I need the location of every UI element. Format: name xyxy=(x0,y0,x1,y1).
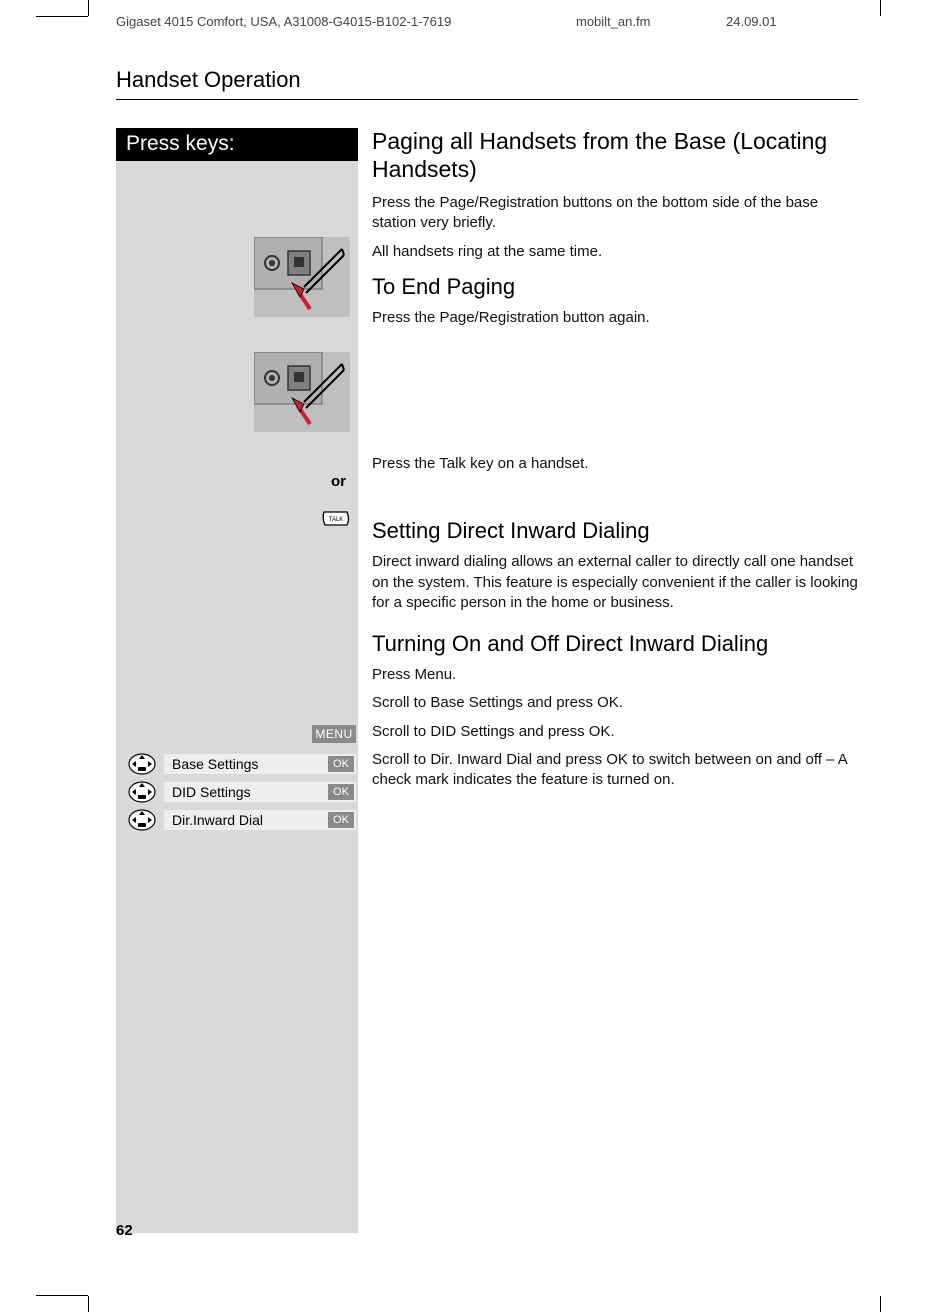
svg-text:TALK: TALK xyxy=(329,517,344,523)
section-title: Handset Operation xyxy=(116,67,858,100)
paragraph: Press the Page/Registration buttons on t… xyxy=(372,193,858,234)
page-number: 62 xyxy=(116,1222,133,1239)
heading-did: Setting Direct Inward Dialing xyxy=(372,518,858,544)
body-text-column: Paging all Handsets from the Base (Locat… xyxy=(358,128,858,1233)
date: 24.09.01 xyxy=(726,14,846,29)
left-gray-column: or TALK MENU xyxy=(116,161,358,1233)
nav-row-base-settings: Base Settings OK xyxy=(128,753,356,775)
paragraph: Press the Talk key on a handset. xyxy=(372,454,858,474)
ok-softkey: OK xyxy=(328,756,354,772)
paragraph: Scroll to Dir. Inward Dial and press OK … xyxy=(372,750,858,791)
menu-softkey: MENU xyxy=(312,725,356,743)
nav-label: Base Settings xyxy=(172,756,324,772)
ok-softkey: OK xyxy=(328,812,354,828)
nav-row-dir-inward-dial: Dir.Inward Dial OK xyxy=(128,809,356,831)
or-label: or xyxy=(116,473,346,490)
paragraph: Scroll to DID Settings and press OK. xyxy=(372,722,858,742)
heading-did-onoff: Turning On and Off Direct Inward Dialing xyxy=(372,631,858,657)
heading-paging: Paging all Handsets from the Base (Locat… xyxy=(372,128,858,183)
paragraph: Direct inward dialing allows an external… xyxy=(372,552,858,613)
doc-id: Gigaset 4015 Comfort, USA, A31008-G4015-… xyxy=(116,14,576,29)
ok-softkey: OK xyxy=(328,784,354,800)
dpad-icon xyxy=(128,753,156,775)
paragraph: Scroll to Base Settings and press OK. xyxy=(372,693,858,713)
base-station-illustration-icon xyxy=(254,352,350,432)
talk-key-icon: TALK xyxy=(322,510,350,527)
paragraph: Press the Page/Registration button again… xyxy=(372,308,858,328)
nav-row-did-settings: DID Settings OK xyxy=(128,781,356,803)
dpad-icon xyxy=(128,809,156,831)
press-keys-label: Press keys: xyxy=(116,128,358,161)
page-header: Gigaset 4015 Comfort, USA, A31008-G4015-… xyxy=(116,0,858,29)
paragraph: All handsets ring at the same time. xyxy=(372,242,858,262)
heading-end-paging: To End Paging xyxy=(372,274,858,300)
dpad-icon xyxy=(128,781,156,803)
filename: mobilt_an.fm xyxy=(576,14,726,29)
nav-label: DID Settings xyxy=(172,784,324,800)
base-station-illustration-icon xyxy=(254,237,350,317)
paragraph: Press Menu. xyxy=(372,665,858,685)
nav-label: Dir.Inward Dial xyxy=(172,812,324,828)
